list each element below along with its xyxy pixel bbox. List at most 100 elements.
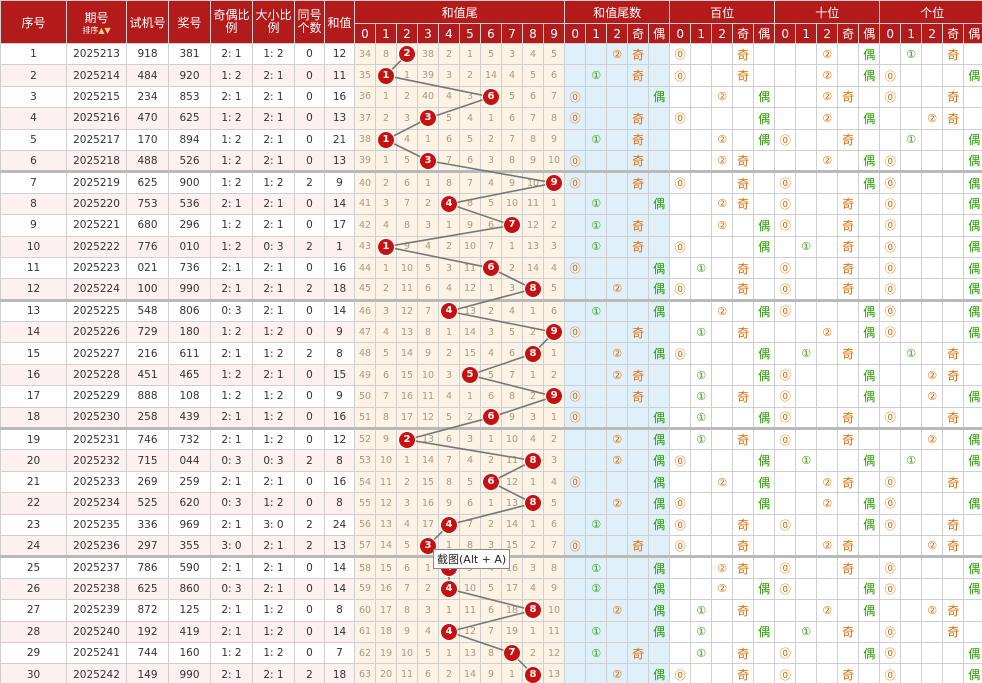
table-row[interactable]: 12 2025224 100 990 2: 1 2: 1 2 18 45 2 11 6 4 12 1 3 8 5 ②… [0, 278, 982, 301]
prize-cell: 732 [168, 427, 211, 451]
odd-marker: 奇 [737, 518, 750, 533]
table-row[interactable]: 15 2025227 216 611 2: 1 1: 2 2 8 48 5 14 9 2 15 4 6 8 1 ② 偶… [0, 342, 982, 365]
table-row[interactable]: 18 2025230 258 439 2: 1 1: 2 0 16 51 8 17 12 5 2 6 9 3 1 ⓪… [0, 406, 982, 430]
tail-cell: 8 [522, 599, 544, 622]
tail-cell: 51 [354, 406, 376, 430]
table-row[interactable]: 1 2025213 918 381 2: 1 1: 2 0 12 34 8 2 38 2 1 5 3 4 5 ② 奇 ⓪… [0, 42, 982, 66]
group-cell [669, 321, 692, 344]
remainder-marker: ① [906, 454, 917, 468]
remainder-marker: ⓪ [569, 262, 581, 276]
col-period-header[interactable]: 期号 排序▲▼ [66, 0, 127, 44]
group-cell: ① [585, 64, 608, 87]
group-cell [795, 406, 818, 430]
group-cell: 偶 [858, 298, 881, 323]
table-row[interactable]: 29 2025241 744 160 1: 2 1: 2 0 7 62 19 10 5 1 13 8 7 2 12… [0, 641, 982, 665]
even-marker: 偶 [863, 47, 876, 62]
trial-cell: 715 [126, 449, 169, 472]
seq-cell: 25 [0, 555, 67, 579]
seq-cell: 15 [0, 342, 67, 365]
table-row[interactable]: 16 2025228 451 465 1: 2 2: 1 0 15 49 6 15 10 3 5 5 7 1 2 ②… [0, 363, 982, 387]
table-row[interactable]: 27 2025239 872 125 2: 1 1: 2 0 8 60 17 8 3 1 11 6 18 8 10… [0, 599, 982, 622]
sort-arrow-icon[interactable]: ▲▼ [98, 26, 111, 35]
remainder-marker: ⓪ [569, 326, 581, 340]
table-row[interactable]: 14 2025226 729 180 1: 2 1: 2 0 9 47 4 13 8 1 14 3 5 2 9 ⓪ 奇… [0, 321, 982, 344]
tail-cell: 11 [417, 385, 439, 408]
table-row[interactable]: 17 2025229 888 108 1: 2 1: 2 0 9 50 7 16 11 4 1 6 8 2 9 ⓪ 奇… [0, 385, 982, 408]
sum-cell: 18 [324, 278, 355, 301]
tail-count-digit-header: 0 [564, 23, 587, 44]
table-row[interactable]: 7 2025219 625 900 1: 2 1: 2 2 9 40 2 6 1 8 7 4 9 10 9 ⓪ 奇 ⓪ 奇… [0, 170, 982, 194]
group-cell [942, 64, 965, 87]
table-row[interactable]: 11 2025223 021 736 2: 1 2: 1 0 16 44 1 10 5 3 11 6 2 14 4… [0, 256, 982, 280]
group-cell: ⓪ [774, 256, 797, 280]
table-row[interactable]: 8 2025220 753 536 2: 1 2: 1 0 14 41 3 7 2 4 8 5 10 11 1 ① 偶… [0, 192, 982, 216]
tail-cell: 4 [522, 42, 544, 66]
odd-marker: 奇 [842, 240, 855, 255]
group-cell [627, 256, 650, 280]
group-cell [669, 298, 692, 323]
tail-cell: 8 [501, 385, 523, 408]
tail-cell: 5 [542, 278, 566, 301]
table-row[interactable]: 4 2025216 470 625 1: 2 2: 1 0 13 37 2 3 3 5 4 1 6 7 8 ⓪ 奇 ⓪ 偶… [0, 107, 982, 130]
tail-ball: 4 [441, 516, 457, 533]
group-cell: 偶 [753, 342, 776, 365]
table-row[interactable]: 13 2025225 548 806 0: 3 2: 1 0 14 46 3 12 7 4 13 2 4 1 6 ①… [0, 298, 982, 323]
group-cell: 偶 [648, 406, 671, 430]
tail-ball: 9 [546, 388, 563, 405]
table-row[interactable]: 5 2025217 170 894 1: 2 2: 1 0 21 38 1 4 1 6 5 2 7 8 9 ① 奇 ② 偶… [0, 128, 982, 151]
even-marker: 偶 [968, 282, 981, 297]
group-cell [690, 85, 713, 109]
sum-cell: 24 [324, 513, 355, 536]
table-row[interactable]: 3 2025215 234 853 2: 1 2: 1 0 16 36 1 2 40 4 3 6 5 6 7 ⓪ 偶 ②… [0, 85, 982, 109]
table-row[interactable]: 6 2025218 488 526 1: 2 2: 1 0 13 39 1 5 3 7 6 3 8 9 10 ⓪ 奇 ②… [0, 149, 982, 173]
odd-marker: 奇 [632, 47, 645, 62]
table-row[interactable]: 21 2025233 269 259 2: 1 2: 1 0 16 54 11 2 15 8 5 6 12 1 4… [0, 470, 982, 494]
table-row[interactable]: 10 2025222 776 010 1: 2 0: 3 2 1 43 1 9 4 2 10 7 1 13 3 ① 奇… [0, 235, 982, 258]
tail-ball: 4 [441, 580, 457, 597]
tail-cell: 60 [354, 599, 376, 622]
group-cell [774, 42, 797, 66]
table-row[interactable]: 2 2025214 484 920 1: 2 2: 1 0 11 35 1 1 39 3 2 14 4 5 6 ① 奇… [0, 64, 982, 87]
remainder-marker: ⓪ [779, 668, 791, 682]
group-cell: ② [711, 149, 734, 173]
same-cell: 0 [294, 128, 325, 151]
col-odd-even-header: 奇偶比例 [210, 0, 253, 44]
group-cell [564, 620, 587, 643]
table-row[interactable]: 20 2025232 715 044 0: 3 0: 3 2 8 53 10 1 14 7 4 2 11 8 3 ②… [0, 449, 982, 472]
table-row[interactable]: 23 2025235 336 969 2: 1 3: 0 2 24 56 13 4 17 4 7 2 14 1 6… [0, 513, 982, 536]
table-row[interactable]: 9 2025221 680 296 1: 2 2: 1 0 17 42 4 8 3 1 9 6 7 12 2 ① 奇 ②… [0, 214, 982, 237]
big-small-cell: 2: 1 [252, 363, 295, 387]
seq-cell: 9 [0, 214, 67, 237]
tail-cell: 1 [417, 128, 439, 151]
table-row[interactable]: 28 2025240 192 419 2: 1 1: 2 0 14 61 18 9 4 4 12 7 19 1 1… [0, 620, 982, 643]
prize-cell: 355 [168, 534, 211, 558]
group-cell: ② [711, 470, 734, 494]
table-row[interactable]: 30 2025242 149 990 2: 1 2: 1 2 18 63 20 11 6 2 14 9 1 8 1… [0, 663, 982, 683]
remainder-marker: ⓪ [884, 518, 896, 532]
group-cell [606, 385, 629, 408]
group-cell: ⓪ [879, 492, 902, 515]
group-cell [690, 298, 713, 323]
tail-cell: 59 [354, 577, 376, 601]
group-cell: 奇 [942, 85, 965, 109]
tail-cell: 34 [354, 42, 376, 66]
group-cell [816, 449, 839, 472]
sum-cell: 13 [324, 107, 355, 130]
tail-cell: 15 [417, 470, 439, 494]
group-cell: ⓪ [879, 214, 902, 237]
seq-cell: 23 [0, 513, 67, 536]
tail-cell: 10 [417, 363, 439, 387]
odd-marker: 奇 [947, 111, 960, 126]
group-cell: ① [690, 363, 713, 387]
tail-cell: 10 [459, 577, 481, 601]
odd-marker: 奇 [842, 475, 855, 490]
odd-even-cell: 1: 2 [210, 128, 253, 151]
odd-even-cell: 0: 3 [210, 298, 253, 323]
tail-cell: 7 [438, 449, 460, 472]
table-row[interactable]: 26 2025238 625 860 0: 3 2: 1 0 14 59 16 7 2 4 10 5 17 4 9… [0, 577, 982, 601]
group-cell [669, 641, 692, 665]
group-cell: 奇 [732, 278, 755, 301]
table-row[interactable]: 19 2025231 746 732 2: 1 1: 2 0 12 52 9 2 13 6 3 1 10 4 2 ②… [0, 427, 982, 451]
table-row[interactable]: 22 2025234 525 620 0: 3 1: 2 0 8 55 12 3 16 9 6 1 13 8 5 ②… [0, 492, 982, 515]
even-marker: 偶 [968, 154, 981, 169]
